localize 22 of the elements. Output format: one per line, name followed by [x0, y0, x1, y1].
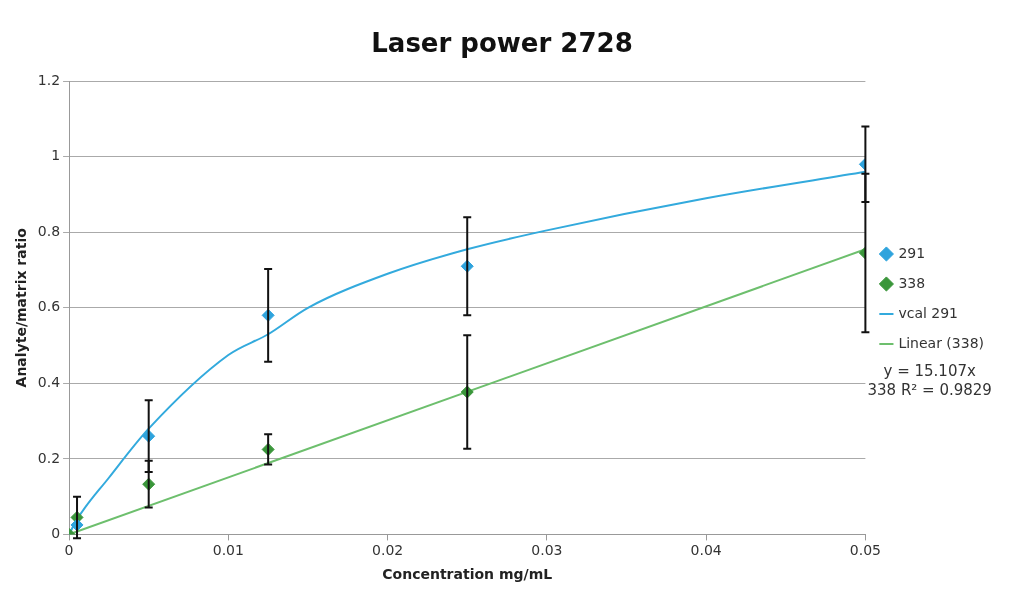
y-tick-label: 0: [51, 525, 61, 542]
x-tick-label: 0.03: [531, 542, 563, 559]
x-tick-label: 0.05: [849, 542, 881, 559]
legend-label: Linear (338): [898, 334, 984, 351]
x-tick-label: 0: [64, 542, 74, 559]
y-tick-label: 0.2: [37, 449, 61, 466]
text: 338 R² = 0.9829: [867, 381, 992, 400]
y-tick-label: 0.4: [37, 373, 61, 390]
x-tick-label: 0.04: [690, 542, 722, 559]
legend-label: 338: [898, 274, 926, 291]
x-axis-title: Concentration mg/mL: [382, 566, 553, 583]
legend-label: 291: [898, 244, 926, 261]
y-tick-label: 0.8: [37, 222, 61, 239]
text: y = 15.107x: [883, 362, 976, 381]
chart-title: Laser power 2728: [371, 28, 633, 59]
legend-label: vcal 291: [898, 304, 959, 321]
y-tick-label: 0.6: [37, 298, 61, 315]
x-tick-label: 0.01: [212, 542, 244, 559]
y-tick-label: 1.2: [37, 71, 61, 88]
y-tick-label: 1: [51, 147, 61, 164]
x-tick-label: 0.02: [372, 542, 404, 559]
y-axis-title: Analyte/matrix ratio: [13, 227, 30, 388]
